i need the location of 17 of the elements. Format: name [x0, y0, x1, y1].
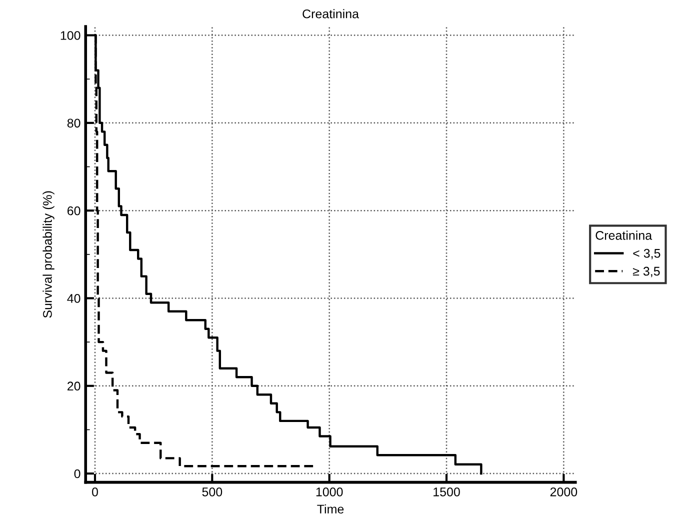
x-axis-title: Time	[317, 504, 344, 514]
x-tick-label: 1000	[316, 487, 343, 496]
legend-title: Creatinina	[596, 230, 652, 240]
y-tick-label: 20	[67, 382, 80, 391]
legend-label: < 3,5	[633, 248, 660, 260]
y-tick-label: 60	[67, 206, 80, 216]
y-tick-label: 0	[74, 469, 80, 478]
x-tick-label: 2000	[550, 487, 578, 496]
x-tick-label: 500	[202, 487, 222, 496]
chart-title: Creatinina	[302, 9, 359, 18]
y-tick-label: 80	[67, 118, 80, 128]
y-axis-title: Survival probability (%)	[42, 191, 54, 318]
x-tick-label: 1500	[434, 487, 460, 496]
y-tick-label: 40	[67, 294, 80, 303]
legend-label: ≥ 3,5	[632, 266, 660, 278]
y-tick-label: 100	[60, 31, 80, 40]
x-tick-label: 0	[92, 487, 98, 496]
